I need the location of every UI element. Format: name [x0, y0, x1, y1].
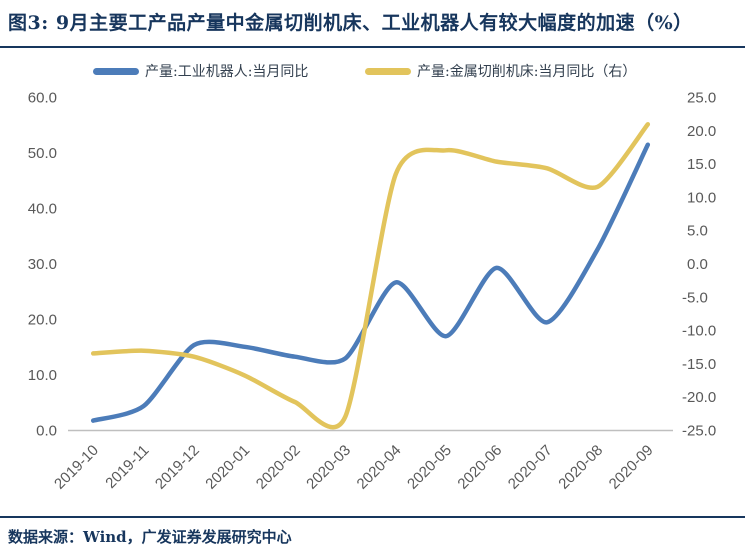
data-source-note: 数据来源：Wind，广发证券发展研究中心	[8, 528, 292, 546]
x-axis-tick-label: 2020-04	[354, 442, 405, 493]
x-axis-tick-label: 2019-10	[51, 442, 102, 493]
right-axis-tick-label: -10.0	[682, 323, 716, 340]
legend-line-swatch-blue	[93, 67, 139, 75]
x-axis-tick-label: 2020-03	[303, 442, 354, 493]
legend-item-machine-tool: 产量:金属切削机床:当月同比（右）	[365, 62, 636, 80]
left-axis-tick-label: 30.0	[28, 256, 57, 273]
x-axis-tick-label: 2020-09	[606, 442, 657, 493]
footer-divider	[0, 516, 745, 518]
x-axis-tick-label: 2019-11	[102, 442, 152, 492]
legend-line-swatch-yellow	[365, 67, 411, 75]
right-axis-tick-label: -25.0	[682, 423, 716, 440]
legend-item-robot: 产量:工业机器人:当月同比	[93, 62, 308, 80]
right-axis-tick-label: -20.0	[682, 389, 716, 406]
right-axis-tick-label: -15.0	[682, 356, 716, 373]
right-axis-tick-label: 25.0	[687, 90, 716, 107]
x-axis-tick-label: 2020-07	[505, 442, 556, 493]
figure-title: 图3: 9月主要工产品产量中金属切削机床、工业机器人有较大幅度的加速（%）	[8, 12, 693, 34]
right-axis-tick-label: 15.0	[687, 156, 716, 173]
right-axis-tick-label: 5.0	[687, 223, 708, 240]
right-axis-tick-label: 10.0	[687, 189, 716, 206]
chart-legend: 产量:工业机器人:当月同比 产量:金属切削机床:当月同比（右）	[0, 62, 745, 80]
left-axis-tick-label: 0.0	[36, 423, 57, 440]
series-line-machine-tool	[90, 122, 651, 430]
legend-label: 产量:金属切削机床:当月同比（右）	[417, 64, 637, 80]
right-axis-tick-label: -5.0	[682, 289, 708, 306]
left-axis-tick-label: 40.0	[28, 201, 57, 218]
legend-label: 产量:工业机器人:当月同比	[145, 64, 309, 80]
x-axis-tick-label: 2020-06	[454, 442, 505, 493]
left-axis-tick-label: 10.0	[28, 367, 57, 384]
x-axis-tick-label: 2020-08	[555, 442, 606, 493]
title-divider	[0, 46, 745, 48]
left-axis-tick-label: 20.0	[28, 312, 57, 329]
left-axis-tick-label: 50.0	[28, 145, 57, 162]
x-axis-tick-label: 2020-05	[404, 442, 455, 493]
right-axis-tick-label: 0.0	[687, 256, 708, 273]
x-axis-tick-label: 2020-01	[202, 442, 253, 493]
left-axis-tick-label: 60.0	[28, 90, 57, 107]
right-axis-tick-label: 20.0	[687, 123, 716, 140]
series-line-industrial-robot	[90, 142, 651, 423]
x-axis-tick-label: 2019-12	[152, 442, 203, 493]
x-axis-tick-label: 2020-02	[253, 442, 304, 493]
